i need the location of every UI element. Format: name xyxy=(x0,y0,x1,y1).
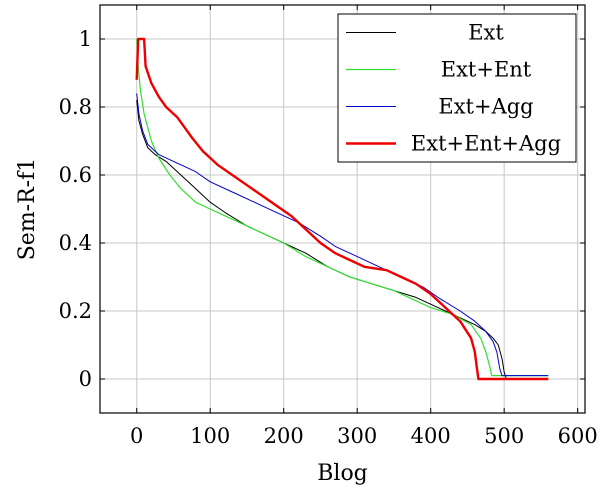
series-line-2 xyxy=(136,38,549,377)
x-tick-label: 500 xyxy=(484,424,524,448)
x-tick-label: 600 xyxy=(558,424,598,448)
series-line-4 xyxy=(135,37,549,381)
legend-label: Ext+Agg xyxy=(438,95,533,119)
legend-box xyxy=(337,13,577,163)
y-tick-label: 1 xyxy=(79,27,92,51)
x-tick-label: 200 xyxy=(264,424,304,448)
y-tick-label: 0.6 xyxy=(59,163,92,187)
series-line-3 xyxy=(136,93,549,377)
y-tick-label: 0.2 xyxy=(59,299,92,323)
legend-label: Ext+Ent xyxy=(441,58,532,82)
axis-ticks: 0 100 200 300 400 500 600 0 0.2 0.4 0.6 0.8 1 xyxy=(59,5,598,448)
series-lines xyxy=(135,37,549,381)
x-tick-label: 100 xyxy=(190,424,230,448)
legend-label: Ext+Ent+Agg xyxy=(411,132,561,156)
x-axis-label: Blog xyxy=(317,461,368,486)
plot-frame xyxy=(99,4,586,414)
legend-label: Ext xyxy=(468,21,504,45)
y-tick-label: 0.8 xyxy=(59,95,92,119)
x-tick-label: 0 xyxy=(130,424,143,448)
y-tick-label: 0 xyxy=(79,367,92,391)
x-tick-label: 400 xyxy=(411,424,451,448)
y-axis-label: Sem-R-f1 xyxy=(15,158,40,261)
y-tick-label: 0.4 xyxy=(59,231,92,255)
x-tick-label: 300 xyxy=(337,424,377,448)
legend: Ext Ext+Ent Ext+Agg Ext+Ent+Agg xyxy=(337,13,577,163)
